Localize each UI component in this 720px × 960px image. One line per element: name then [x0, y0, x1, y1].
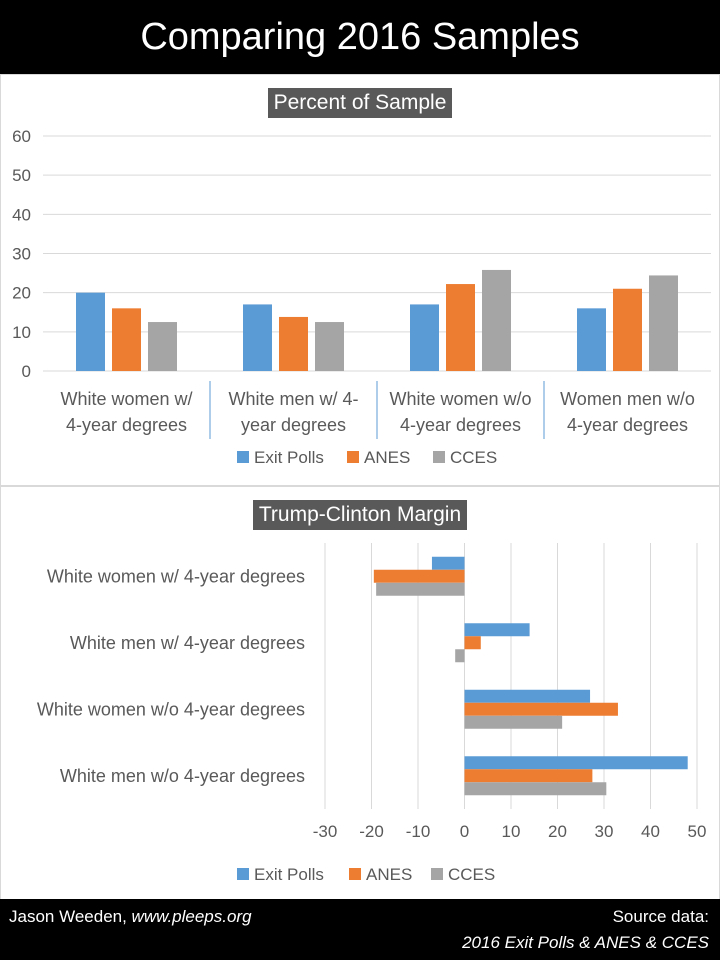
bar-anes — [112, 308, 141, 371]
bar-exit-polls — [76, 292, 105, 371]
chart2-title-box: Trump-Clinton Margin — [1, 500, 719, 530]
margin-panel: Trump-Clinton Margin -30 -20 -10 0 10 20 30 40 5… — [0, 486, 720, 900]
x-category-label: 4-year degrees — [400, 415, 521, 435]
chart1-title-box: Percent of Sample — [1, 88, 719, 118]
y-tick-label: 30 — [12, 245, 31, 264]
x-tick-label: -30 — [313, 822, 338, 841]
bar-cces — [464, 782, 607, 796]
chart1-title: Percent of Sample — [267, 88, 453, 118]
x-tick-label: 20 — [548, 822, 567, 841]
x-tick-label: 50 — [688, 822, 707, 841]
x-category-label: White men w/ 4- — [228, 389, 358, 409]
margin-chart: -30 -20 -10 0 10 20 30 40 50 White women w/ 4-yea… — [37, 543, 707, 884]
legend-swatch — [237, 868, 249, 880]
x-tick-label: 30 — [595, 822, 614, 841]
x-category-label: year degrees — [241, 415, 346, 435]
legend-label: ANES — [364, 448, 410, 467]
bar-cces — [315, 322, 344, 371]
x-tick-label: -20 — [359, 822, 384, 841]
bar-exit-polls — [464, 689, 591, 703]
bar-exit-polls — [243, 304, 272, 371]
y-tick-label: 50 — [12, 166, 31, 185]
bar-anes — [279, 316, 308, 371]
bar-exit-polls — [410, 304, 439, 371]
bar-anes — [464, 636, 481, 650]
bar-anes — [446, 284, 475, 371]
legend-label: CCES — [450, 448, 497, 467]
bar-exit-polls — [464, 756, 688, 770]
x-tick-label: 10 — [502, 822, 521, 841]
y-category-label: White men w/ 4-year degrees — [70, 633, 305, 653]
y-category-label: White women w/ 4-year degrees — [47, 566, 305, 586]
legend-swatch — [347, 451, 359, 463]
bar-cces — [482, 269, 511, 371]
y-tick-label: 60 — [12, 127, 31, 146]
source-label: Source data: — [612, 907, 709, 926]
bar-exit-polls — [577, 308, 606, 371]
percent-sample-panel: Percent of Sample 0 10 20 30 40 50 60 White wom… — [0, 74, 720, 486]
percent-sample-chart: 0 10 20 30 40 50 60 White women w/4-year degree… — [12, 127, 711, 467]
legend-swatch — [431, 868, 443, 880]
x-category-label: White women w/o — [389, 389, 531, 409]
bar-anes — [464, 769, 593, 783]
x-tick-label: 0 — [460, 822, 469, 841]
y-tick-label: 40 — [12, 205, 31, 224]
y-tick-label: 10 — [12, 323, 31, 342]
bar-cces — [464, 715, 563, 729]
bar-anes — [464, 702, 618, 716]
bar-cces — [455, 649, 465, 663]
chart2-title: Trump-Clinton Margin — [252, 500, 468, 530]
bar-anes — [613, 288, 642, 371]
x-tick-label: 40 — [641, 822, 660, 841]
bar-exit-polls — [431, 556, 465, 570]
legend-label: Exit Polls — [254, 448, 324, 467]
page-title: Comparing 2016 Samples — [140, 15, 580, 58]
x-category-label: 4-year degrees — [66, 415, 187, 435]
page-header: Comparing 2016 Samples — [0, 0, 720, 74]
x-tick-label: -10 — [406, 822, 431, 841]
legend-label: CCES — [448, 865, 495, 884]
y-tick-label: 0 — [22, 362, 31, 381]
y-category-label: White women w/o 4-year degrees — [37, 699, 305, 719]
legend-swatch — [349, 868, 361, 880]
bar-cces — [376, 582, 465, 596]
author-site: www.pleeps.org — [131, 907, 252, 926]
x-category-label: 4-year degrees — [567, 415, 688, 435]
author-credit: Jason Weeden, www.pleeps.org — [9, 907, 252, 927]
legend-swatch — [237, 451, 249, 463]
author-name: Jason Weeden, — [9, 907, 132, 926]
bar-cces — [649, 275, 678, 371]
x-category-label: White women w/ — [60, 389, 192, 409]
source-text: 2016 Exit Polls & ANES & CCES — [462, 933, 709, 952]
legend-label: ANES — [366, 865, 412, 884]
x-category-label: Women men w/o — [560, 389, 695, 409]
legend-swatch — [433, 451, 445, 463]
page-footer: Jason Weeden, www.pleeps.org Source data… — [0, 899, 720, 960]
bar-exit-polls — [464, 623, 530, 637]
y-tick-label: 20 — [12, 284, 31, 303]
bar-anes — [373, 569, 465, 583]
legend-label: Exit Polls — [254, 865, 324, 884]
y-category-label: White men w/o 4-year degrees — [60, 766, 305, 786]
bar-cces — [148, 322, 177, 371]
